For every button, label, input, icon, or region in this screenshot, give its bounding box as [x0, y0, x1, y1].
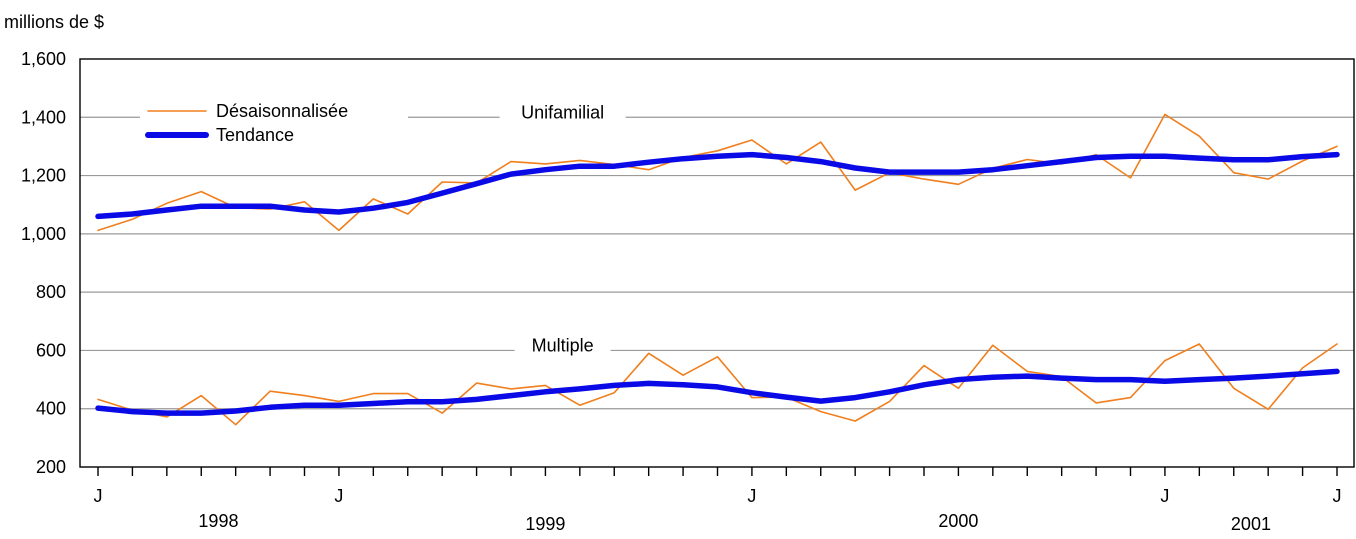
group-labels: Unifamilial Multiple	[499, 102, 626, 365]
x-year-label: 2001	[1231, 514, 1271, 534]
group-label: Unifamilial	[521, 102, 604, 122]
y-tick-label: 1,600	[21, 49, 66, 69]
legend-label: Tendance	[216, 125, 294, 145]
x-year-label: 1998	[198, 511, 238, 531]
series-lines	[95, 113, 1340, 426]
y-tick-label: 600	[36, 340, 66, 360]
x-month-label: J	[747, 486, 756, 506]
gridlines	[80, 116, 1354, 410]
legend-label: Désaisonnalisée	[216, 101, 348, 121]
y-tick-label: 1,200	[21, 166, 66, 186]
x-month-label: J	[1160, 486, 1169, 506]
series-line-tendance-multiple	[95, 368, 1340, 416]
y-tick-label: 1,000	[21, 224, 66, 244]
x-month-label: J	[94, 486, 103, 506]
x-year-label: 1999	[525, 514, 565, 534]
legend-background	[140, 95, 408, 147]
x-year-label: 2000	[938, 511, 978, 531]
series-line-tendance-unifamilial	[95, 151, 1340, 220]
y-tick-label: 800	[36, 282, 66, 302]
x-month-label: J	[334, 486, 343, 506]
series-line-desaisonnalisee-unifamilial	[97, 113, 1338, 232]
legend: Désaisonnalisée Tendance	[140, 95, 408, 147]
x-month-label: J	[1333, 486, 1342, 506]
y-tick-label: 200	[36, 457, 66, 477]
group-label-bg	[514, 336, 611, 365]
series-line-desaisonnalisee-multiple	[97, 343, 1338, 426]
y-tick-label: 400	[36, 399, 66, 419]
axes: 200 400 600 800 1,000 1,200 1,400 1,600 J J J J J 199…	[21, 49, 1355, 534]
group-label: Multiple	[532, 335, 594, 355]
y-axis-title: millions de $	[4, 12, 104, 32]
y-tick-label: 1,400	[21, 107, 66, 127]
group-label-bg	[499, 103, 626, 132]
